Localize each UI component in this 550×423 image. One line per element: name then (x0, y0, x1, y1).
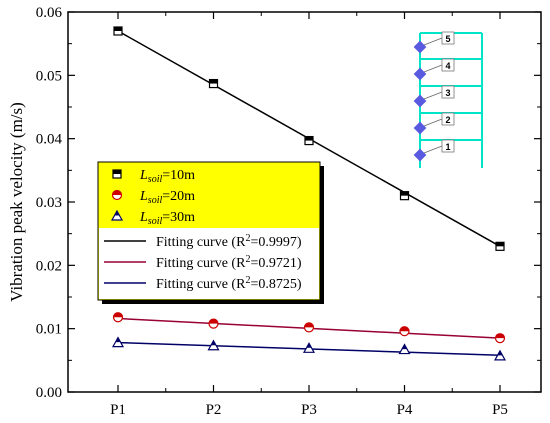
legend: Lsoil=10m Lsoil=20m Lsoil=30m Fitting curve… (97, 161, 324, 304)
floor-label: 2 (445, 115, 450, 125)
building-inset: 5 4 3 2 1 (413, 31, 483, 168)
y-tick-label: 0.00 (36, 385, 62, 401)
callout-leader (423, 64, 443, 73)
x-tick-label: P2 (206, 402, 222, 418)
callout-leader (423, 118, 443, 127)
data-point-triangle-fill (115, 337, 121, 343)
data-point-circle-fill (209, 319, 218, 324)
x-tick-label: P5 (492, 402, 508, 418)
y-tick-label: 0.04 (36, 132, 63, 148)
data-point-square-fill (496, 242, 504, 247)
floor-label: 1 (445, 142, 450, 152)
floor-sensor-marker (413, 148, 427, 162)
data-point-square-fill (209, 79, 218, 84)
x-axis: P1 P2 P3 P4 P5 (110, 12, 508, 418)
floor-sensor-marker (413, 121, 427, 135)
legend-fit-band (99, 228, 319, 299)
floor-sensor-marker (413, 40, 427, 54)
callout-leader (423, 37, 443, 46)
data-point-circle-fill (495, 333, 505, 339)
data-point-square-fill (114, 27, 122, 31)
data-point-square-fill (305, 136, 313, 141)
callout-box (441, 58, 455, 72)
x-tick-label: P3 (301, 402, 317, 418)
floor-sensor-marker (413, 67, 427, 81)
data-point-circle-fill (113, 312, 123, 318)
y-axis-title: Vibration peak velocity (m/s) (7, 102, 26, 302)
data-point-square-fill (400, 191, 409, 196)
y-tick-label: 0.06 (36, 5, 63, 21)
callout-box (441, 85, 455, 99)
x-tick-label: P4 (397, 402, 413, 418)
floor-label: 4 (445, 61, 450, 71)
legend-series-label: Lsoil=10m (139, 168, 195, 185)
data-point-circle-fill (304, 322, 314, 328)
legend-fit-label: Fitting curve (R2=0.9997) (156, 233, 302, 250)
y-tick-label: 0.03 (36, 195, 62, 211)
callout-box (441, 31, 455, 45)
data-point-triangle-fill (497, 350, 503, 356)
legend-fit-label: Fitting curve (R2=0.8725) (156, 275, 302, 292)
legend-series-label: Lsoil=20m (139, 189, 195, 206)
y-axis: 0.00 0.01 0.02 0.03 0.04 0.05 0.06 (36, 5, 541, 401)
series-layer (111, 26, 507, 361)
data-point-circle-fill (400, 326, 410, 332)
legend-series-label: Lsoil=30m (139, 210, 195, 227)
callout-leader (423, 91, 443, 100)
y-tick-label: 0.05 (36, 68, 62, 84)
x-tick-label: P1 (110, 402, 126, 418)
data-point-square-fill (113, 170, 121, 174)
floor-label: 5 (445, 34, 450, 44)
y-tick-label: 0.02 (36, 258, 62, 274)
callout-box (441, 112, 455, 126)
data-point-triangle-fill (211, 340, 216, 346)
floor-sensor-marker (413, 94, 427, 108)
floor-label: 3 (445, 88, 450, 98)
callout-box (441, 139, 455, 153)
data-point-triangle-fill (306, 343, 312, 348)
data-point-circle-fill (112, 190, 122, 195)
legend-fit-label: Fitting curve (R2=0.9721) (156, 254, 302, 271)
data-point-triangle-fill (114, 211, 120, 216)
data-point-triangle-fill (402, 344, 407, 350)
callout-leader (423, 145, 443, 154)
y-tick-label: 0.01 (36, 322, 62, 338)
